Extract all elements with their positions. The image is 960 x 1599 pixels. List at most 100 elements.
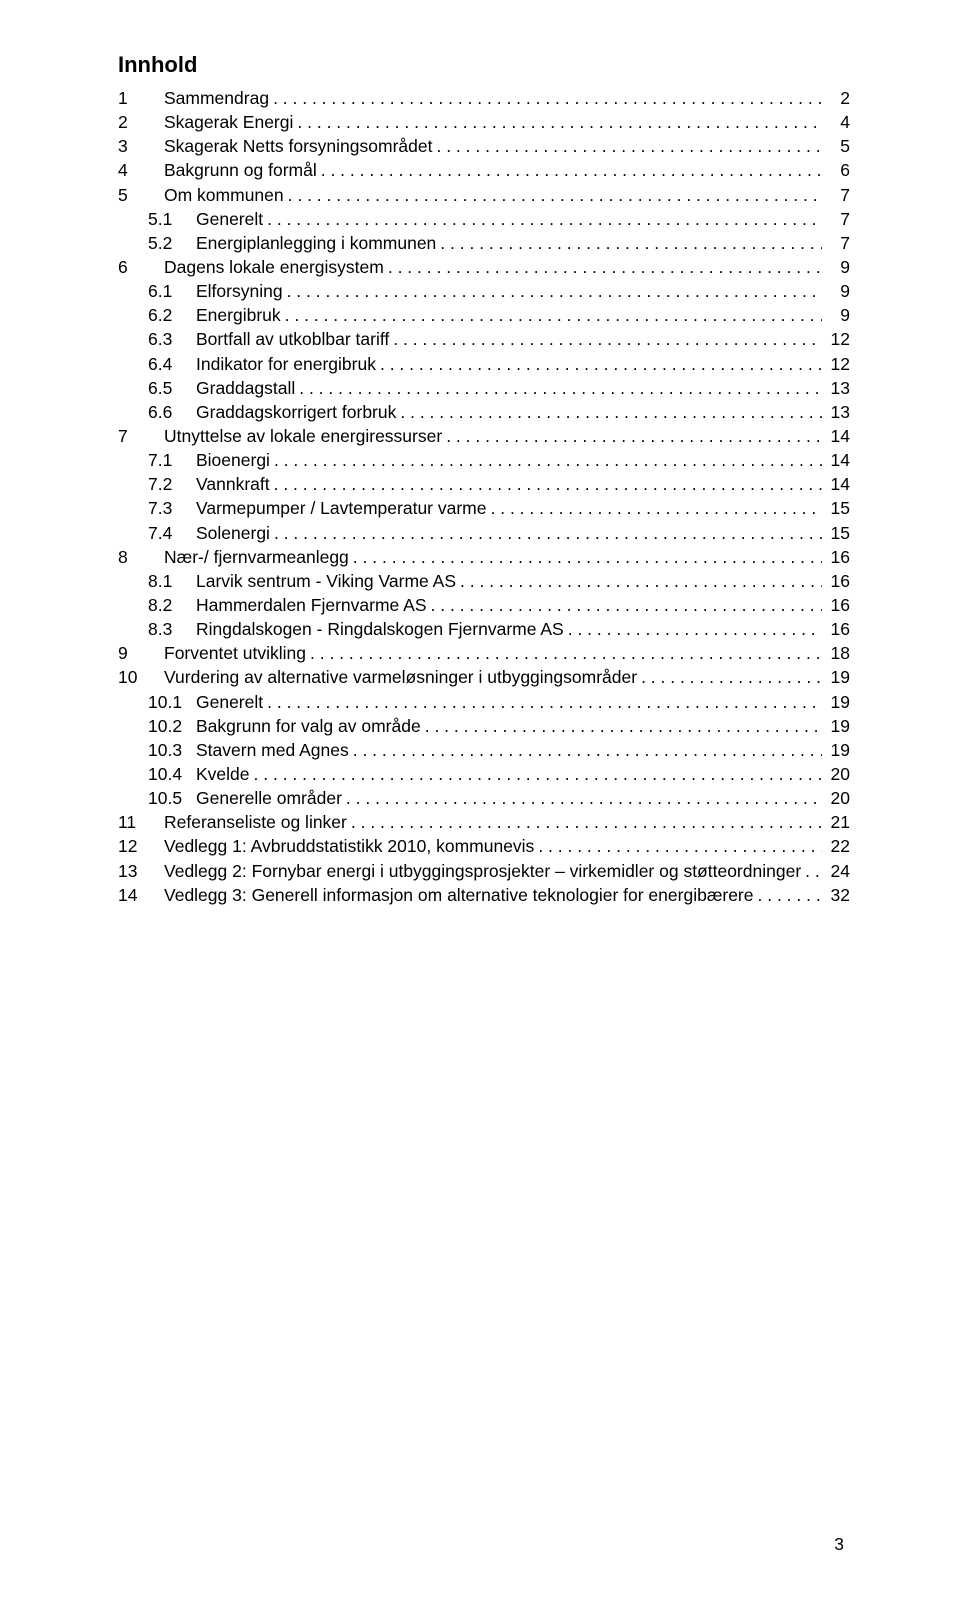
toc-leader-dots: [400, 400, 822, 424]
toc-leader-dots: [380, 352, 822, 376]
toc-row: 7.4Solenergi15: [118, 521, 850, 545]
toc-entry-label: Vedlegg 3: Generell informasjon om alter…: [152, 883, 754, 907]
toc-entry-page: 20: [826, 786, 850, 810]
toc-row: 6.6Graddagskorrigert forbruk13: [118, 400, 850, 424]
toc-entry-number: 9: [118, 641, 144, 665]
toc-entry-label: Varmepumper / Lavtemperatur varme: [186, 496, 487, 520]
toc-entry-label: Indikator for energibruk: [186, 352, 376, 376]
toc-entry-page: 16: [826, 617, 850, 641]
toc-entry-label: Graddagstall: [186, 376, 295, 400]
toc-entry-page: 16: [826, 569, 850, 593]
toc-row: 7Utnyttelse av lokale energiressurser 14: [118, 424, 850, 448]
toc-row: 13Vedlegg 2: Fornybar energi i utbygging…: [118, 859, 850, 883]
toc-title: Innhold: [118, 52, 850, 78]
toc-entry-label: Bakgrunn og formål: [144, 158, 317, 182]
toc-leader-dots: [446, 424, 822, 448]
toc-entry-page: 9: [826, 279, 850, 303]
toc-entry-label: Sammendrag: [144, 86, 269, 110]
toc-leader-dots: [267, 690, 822, 714]
toc-entry-label: Vedlegg 2: Fornybar energi i utbyggingsp…: [152, 859, 801, 883]
toc-entry-label: Bakgrunn for valg av område: [186, 714, 421, 738]
toc-entry-number: 6.2: [148, 303, 186, 327]
toc-entry-label: Bioenergi: [186, 448, 270, 472]
toc-entry-label: Generelt: [186, 690, 263, 714]
toc-entry-label: Solenergi: [186, 521, 270, 545]
toc-entry-number: 2: [118, 110, 144, 134]
toc-entry-number: 5.2: [148, 231, 186, 255]
toc-leader-dots: [310, 641, 822, 665]
toc-row: 6.5Graddagstall13: [118, 376, 850, 400]
toc-leader-dots: [641, 665, 822, 689]
toc-entry-number: 8.2: [148, 593, 186, 617]
toc-row: 12Vedlegg 1: Avbruddstatistikk 2010, kom…: [118, 834, 850, 858]
toc-row: 9Forventet utvikling 18: [118, 641, 850, 665]
toc-row: 7.1Bioenergi14: [118, 448, 850, 472]
toc-leader-dots: [351, 810, 822, 834]
toc-entry-number: 4: [118, 158, 144, 182]
toc-entry-label: Nær-/ fjernvarmeanlegg: [144, 545, 349, 569]
toc-entry-number: 14: [118, 883, 152, 907]
toc-row: 6.3Bortfall av utkoblbar tariff12: [118, 327, 850, 351]
toc-entry-page: 19: [826, 714, 850, 738]
toc-entry-label: Graddagskorrigert forbruk: [186, 400, 396, 424]
toc-leader-dots: [440, 231, 822, 255]
page-number: 3: [834, 1534, 844, 1555]
toc-row: 7.3Varmepumper / Lavtemperatur varme15: [118, 496, 850, 520]
toc-entry-number: 8: [118, 545, 144, 569]
toc-entry-page: 19: [826, 738, 850, 762]
toc-entry-number: 10.2: [148, 714, 186, 738]
toc-entry-label: Forventet utvikling: [144, 641, 306, 665]
toc-entry-page: 9: [826, 303, 850, 327]
toc-leader-dots: [267, 207, 822, 231]
toc-row: 2Skagerak Energi4: [118, 110, 850, 134]
toc-entry-label: Utnyttelse av lokale energiressurser: [144, 424, 442, 448]
toc-entry-label: Referanseliste og linker: [152, 810, 347, 834]
toc-entry-page: 4: [826, 110, 850, 134]
toc-entry-page: 16: [826, 593, 850, 617]
toc-entry-label: Om kommunen: [144, 183, 284, 207]
toc-leader-dots: [388, 255, 822, 279]
toc-entry-page: 6: [826, 158, 850, 182]
toc-entry-page: 7: [826, 231, 850, 255]
toc-entry-page: 15: [826, 496, 850, 520]
toc-entry-number: 10.3: [148, 738, 186, 762]
toc-entry-number: 7: [118, 424, 144, 448]
toc-leader-dots: [346, 786, 822, 810]
toc-leader-dots: [393, 327, 822, 351]
toc-leader-dots: [568, 617, 822, 641]
toc-entry-label: Skagerak Netts forsyningsområdet: [144, 134, 432, 158]
toc-entry-label: Generelle områder: [186, 786, 342, 810]
toc-entry-page: 9: [826, 255, 850, 279]
toc-entry-label: Larvik sentrum - Viking Varme AS: [186, 569, 456, 593]
toc-entry-number: 1: [118, 86, 144, 110]
toc-leader-dots: [274, 472, 822, 496]
toc-entry-number: 7.4: [148, 521, 186, 545]
toc-row: 7.2Vannkraft14: [118, 472, 850, 496]
toc-entry-number: 8.1: [148, 569, 186, 593]
toc-entry-number: 10: [118, 665, 152, 689]
toc-entry-label: Kvelde: [186, 762, 250, 786]
toc-row: 6Dagens lokale energisystem9: [118, 255, 850, 279]
toc-entry-label: Dagens lokale energisystem: [144, 255, 384, 279]
toc-entry-number: 5.1: [148, 207, 186, 231]
toc-entry-number: 7.1: [148, 448, 186, 472]
toc-row: 10.3Stavern med Agnes19: [118, 738, 850, 762]
toc-row: 6.4Indikator for energibruk12: [118, 352, 850, 376]
toc-entry-number: 6.6: [148, 400, 186, 424]
toc-entry-page: 22: [826, 834, 850, 858]
toc-entry-number: 13: [118, 859, 152, 883]
toc-entry-label: Generelt: [186, 207, 263, 231]
toc-entry-number: 3: [118, 134, 144, 158]
toc-leader-dots: [491, 496, 823, 520]
toc-entry-number: 6.3: [148, 327, 186, 351]
toc-row: 6.1Elforsyning9: [118, 279, 850, 303]
toc-row: 8.3Ringdalskogen - Ringdalskogen Fjernva…: [118, 617, 850, 641]
toc-row: 5Om kommunen7: [118, 183, 850, 207]
toc-entry-page: 18: [826, 641, 850, 665]
toc-entry-label: Hammerdalen Fjernvarme AS: [186, 593, 427, 617]
toc-entry-page: 14: [826, 472, 850, 496]
toc-row: 5.2Energiplanlegging i kommunen7: [118, 231, 850, 255]
toc-entry-number: 8.3: [148, 617, 186, 641]
toc-entry-page: 14: [826, 424, 850, 448]
page: Innhold 1Sammendrag22Skagerak Energi43Sk…: [0, 0, 960, 1599]
